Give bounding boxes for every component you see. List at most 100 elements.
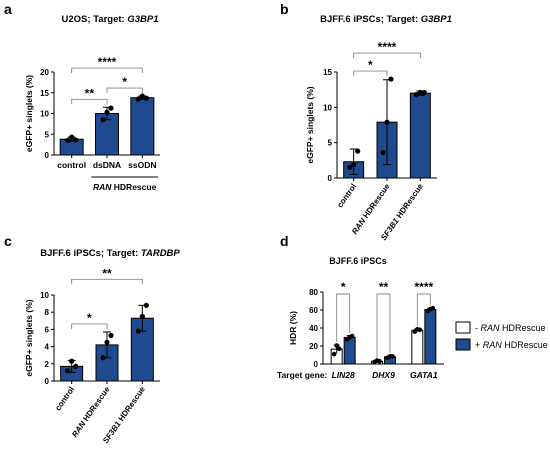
y-tick-label: 0 xyxy=(328,174,333,183)
data-point xyxy=(430,305,436,311)
significance-bracket xyxy=(71,323,108,329)
data-point xyxy=(108,105,114,111)
y-tick-label: 0 xyxy=(45,151,50,160)
data-point xyxy=(351,161,357,168)
panel-d: BJFF.6 iPSCs 0 20 40 60 80 HDR (%) * LIN28 ** DHX9… xyxy=(277,256,548,380)
data-point xyxy=(347,164,353,170)
y-axis-label: eGFP+ singlets (%) xyxy=(24,75,34,152)
significance-bracket xyxy=(71,67,143,74)
data-point xyxy=(413,92,419,98)
data-point xyxy=(73,137,79,143)
group-label: RAN HDRescue xyxy=(93,182,157,192)
data-point xyxy=(336,346,342,352)
significance-label: **** xyxy=(414,280,433,294)
y-tick-label: 20 xyxy=(40,68,49,77)
y-tick-label: 80 xyxy=(309,288,318,297)
significance-bracket xyxy=(353,52,421,59)
legend-label: - RAN HDRescue xyxy=(475,323,546,333)
y-tick-label: 60 xyxy=(309,306,318,315)
x-tick-label: RAN HDRescue xyxy=(70,385,112,439)
y-tick-label: 4 xyxy=(45,343,50,352)
data-point xyxy=(143,302,149,308)
legend-swatch xyxy=(455,321,471,334)
x-tick-label: DHX9 xyxy=(372,370,395,380)
x-tick-label: control xyxy=(335,182,358,209)
y-tick-label: 0 xyxy=(314,360,319,369)
y-axis-label: eGFP+ singlets (%) xyxy=(24,299,34,376)
chart-title: BJFF.6 iPSCs; Target: G3BP1 xyxy=(320,14,452,25)
x-tick-label: dsDNA xyxy=(93,160,121,170)
panel-a: U2OS; Target: G3BP1 0 5 10 15 20 eGFP+ singlet… xyxy=(24,14,160,192)
bar xyxy=(130,97,155,156)
data-point xyxy=(388,76,394,82)
data-point xyxy=(69,134,75,140)
significance-label: * xyxy=(87,311,92,325)
data-point xyxy=(349,333,355,339)
data-point xyxy=(100,117,106,123)
data-point xyxy=(417,327,423,333)
significance-bracket xyxy=(106,87,143,94)
panel-letter-b: b xyxy=(280,1,289,17)
significance-bracket xyxy=(376,293,391,358)
chart-title: U2OS; Target: G3BP1 xyxy=(62,14,159,25)
data-point xyxy=(135,328,141,334)
panel-letter-c: c xyxy=(4,233,12,249)
panel-b: BJFF.6 iPSCs; Target: G3BP1 0 5 10 15 eGFP+ s… xyxy=(305,14,452,242)
x-tick-label: control xyxy=(57,160,86,170)
y-tick-label: 40 xyxy=(309,324,318,333)
data-point xyxy=(108,332,114,339)
significance-label: **** xyxy=(378,40,397,54)
data-point xyxy=(143,95,149,101)
significance-bracket xyxy=(416,293,431,326)
data-point xyxy=(65,137,71,144)
significance-label: * xyxy=(122,75,127,89)
significance-label: ** xyxy=(102,266,112,280)
data-point xyxy=(73,363,79,369)
chart-title: BJFF.6 iPSCs; Target: TARDBP xyxy=(40,248,180,259)
legend-swatch xyxy=(455,338,471,351)
significance-label: **** xyxy=(98,55,117,69)
data-point xyxy=(334,343,339,348)
y-tick-label: 6 xyxy=(45,325,50,334)
y-axis-label: eGFP+ singlets (%) xyxy=(305,86,315,163)
significance-label: * xyxy=(368,58,373,72)
data-point xyxy=(377,359,382,364)
significance-label: ** xyxy=(379,280,389,294)
bar xyxy=(411,329,424,365)
data-point xyxy=(139,93,145,99)
data-point xyxy=(104,109,110,115)
x-tick-label: control xyxy=(53,385,76,412)
data-point xyxy=(417,89,423,96)
y-tick-label: 10 xyxy=(323,103,332,112)
legend-label: + RAN HDRescue xyxy=(475,340,548,350)
data-point xyxy=(421,89,427,96)
x-axis-label: Target gene: xyxy=(277,370,328,380)
x-tick-label: LIN28 xyxy=(332,370,355,380)
y-tick-label: 15 xyxy=(323,68,332,77)
panel-letter-d: d xyxy=(280,233,289,249)
y-tick-label: 5 xyxy=(328,139,333,148)
y-tick-label: 8 xyxy=(45,308,50,317)
data-point xyxy=(69,358,75,364)
y-tick-label: 0 xyxy=(45,377,50,386)
bar xyxy=(409,92,431,179)
y-tick-label: 10 xyxy=(40,291,49,300)
data-point xyxy=(390,354,395,359)
y-tick-label: 5 xyxy=(45,130,50,139)
y-tick-label: 15 xyxy=(40,89,49,98)
chart-title: BJFF.6 iPSCs xyxy=(329,256,387,266)
y-axis-label: HDR (%) xyxy=(288,311,298,345)
data-point xyxy=(355,148,361,154)
bar xyxy=(424,309,437,365)
panel-c: BJFF.6 iPSCs; Target: TARDBP 0 2 4 6 8 10 eGFP+… xyxy=(24,248,180,445)
y-tick-label: 2 xyxy=(45,360,50,369)
data-point xyxy=(100,355,106,361)
data-point xyxy=(331,351,337,357)
significance-label: * xyxy=(341,280,346,294)
data-point xyxy=(139,313,145,320)
data-point xyxy=(135,96,141,102)
y-tick-label: 20 xyxy=(309,342,318,351)
data-point xyxy=(65,368,71,374)
x-tick-label: GATA1 xyxy=(410,370,438,380)
